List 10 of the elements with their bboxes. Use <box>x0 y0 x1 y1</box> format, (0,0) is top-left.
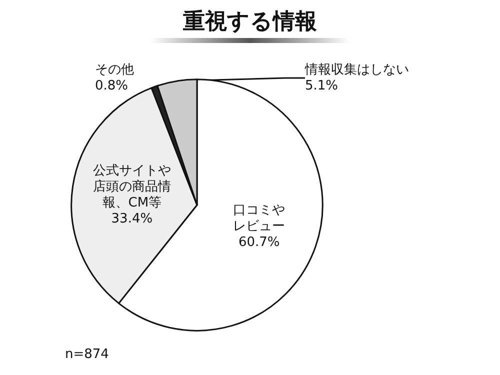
slice-label: その他 <box>95 62 134 78</box>
slice-label: 口コミやレビュー <box>233 203 286 234</box>
data-label: 5.1% <box>305 78 338 94</box>
slice-label: 公式サイトや店頭の商品情報、CM等 <box>92 164 171 211</box>
data-label: 33.4% <box>111 212 153 227</box>
data-label: 60.7% <box>238 235 280 250</box>
data-label: 0.8% <box>95 78 128 94</box>
slice-label: 情報収集はしない <box>304 62 409 78</box>
chart-title: 重視する情報 <box>182 10 318 34</box>
text: n=874 <box>65 347 109 362</box>
